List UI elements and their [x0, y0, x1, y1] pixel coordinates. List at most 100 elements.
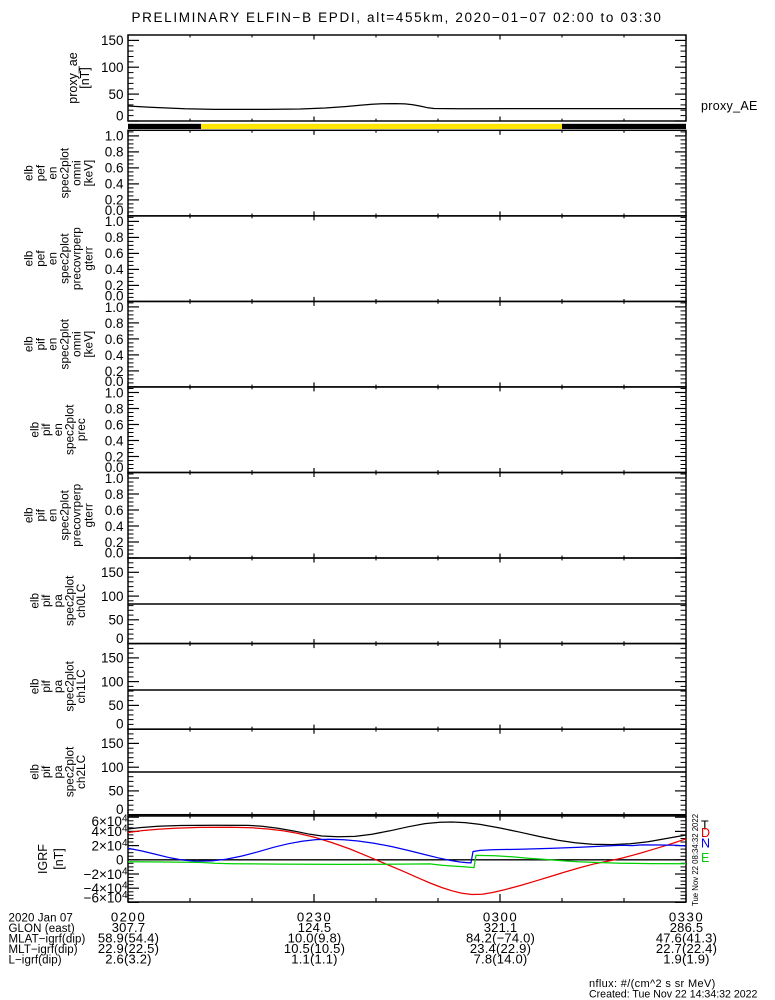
svg-text:0.0: 0.0	[105, 374, 124, 389]
svg-text:nflux: #/(cm^2 s sr MeV): nflux: #/(cm^2 s sr MeV)	[589, 978, 716, 990]
svg-text:T: T	[701, 819, 709, 833]
svg-text:pef: pef	[34, 250, 48, 267]
svg-text:0.0: 0.0	[105, 289, 124, 304]
svg-text:2×104: 2×104	[92, 838, 128, 854]
svg-text:4×104: 4×104	[92, 824, 128, 840]
svg-text:pif: pif	[39, 594, 53, 607]
svg-text:gterr: gterr	[82, 246, 96, 270]
svg-text:[nT]: [nT]	[52, 848, 66, 870]
svg-text:elb: elb	[28, 592, 42, 608]
svg-text:0.4: 0.4	[105, 433, 124, 448]
svg-text:10.0(9.8): 10.0(9.8)	[288, 931, 342, 946]
svg-text:MLT−igrf(dip): MLT−igrf(dip)	[9, 944, 78, 956]
svg-text:0.4: 0.4	[105, 519, 124, 534]
svg-text:1.1(1.1): 1.1(1.1)	[291, 952, 337, 967]
svg-text:en: en	[46, 509, 60, 522]
svg-text:pif: pif	[34, 337, 48, 350]
svg-text:pif: pif	[39, 423, 53, 436]
svg-text:1.9(1.9): 1.9(1.9)	[663, 952, 709, 967]
svg-text:pa: pa	[51, 765, 65, 779]
svg-text:PRELIMINARY ELFIN−B EPDI, alt=: PRELIMINARY ELFIN−B EPDI, alt=455km, 202…	[131, 10, 662, 25]
svg-text:0230: 0230	[297, 910, 332, 925]
svg-text:0.6: 0.6	[105, 417, 124, 432]
svg-text:ch1LC: ch1LC	[74, 669, 88, 704]
svg-text:0300: 0300	[483, 910, 518, 925]
svg-text:100: 100	[101, 589, 124, 604]
svg-text:0.2: 0.2	[105, 278, 124, 293]
svg-text:1.0: 1.0	[105, 300, 124, 315]
svg-text:50: 50	[108, 698, 123, 713]
svg-text:proxy_AE: proxy_AE	[701, 99, 758, 113]
svg-text:23.4(22.9): 23.4(22.9)	[470, 941, 531, 956]
svg-text:22.9(22.5): 22.9(22.5)	[98, 941, 159, 956]
svg-text:elb: elb	[28, 764, 42, 780]
svg-text:0200: 0200	[111, 910, 146, 925]
svg-text:elb: elb	[22, 165, 36, 181]
svg-text:50: 50	[108, 784, 123, 799]
svg-text:ch2LC: ch2LC	[74, 754, 88, 789]
svg-text:0: 0	[116, 802, 124, 817]
svg-text:GLON (east): GLON (east)	[9, 923, 75, 935]
svg-text:0.0: 0.0	[105, 203, 124, 218]
svg-text:elb: elb	[22, 507, 36, 523]
svg-text:150: 150	[101, 565, 124, 580]
svg-text:7.8(14.0): 7.8(14.0)	[474, 952, 528, 967]
svg-text:0.6: 0.6	[105, 246, 124, 261]
svg-text:22.7(22.4): 22.7(22.4)	[656, 941, 717, 956]
svg-text:6×104: 6×104	[92, 813, 128, 829]
svg-text:[nT]: [nT]	[78, 67, 92, 89]
svg-text:1.0: 1.0	[105, 214, 124, 229]
svg-text:pif: pif	[39, 765, 53, 778]
svg-text:100: 100	[101, 674, 124, 689]
svg-text:0: 0	[116, 631, 124, 646]
svg-text:0.4: 0.4	[105, 262, 124, 277]
svg-text:2.6(3.2): 2.6(3.2)	[105, 952, 151, 967]
svg-text:elb: elb	[22, 250, 36, 266]
svg-text:0: 0	[116, 853, 124, 868]
svg-text:0.6: 0.6	[105, 161, 124, 176]
svg-text:47.6(41.3): 47.6(41.3)	[656, 931, 717, 946]
svg-text:0.8: 0.8	[105, 230, 124, 245]
svg-text:−2×104: −2×104	[84, 866, 128, 882]
svg-text:0.8: 0.8	[105, 316, 124, 331]
svg-text:124.5: 124.5	[298, 920, 332, 935]
svg-text:en: en	[46, 252, 60, 265]
svg-text:spec2plot: spec2plot	[58, 233, 72, 284]
svg-text:1.0: 1.0	[105, 471, 124, 486]
svg-text:0.2: 0.2	[105, 193, 124, 208]
svg-text:N: N	[701, 837, 710, 851]
svg-text:precovrperp: precovrperp	[70, 227, 84, 290]
svg-text:omni: omni	[70, 331, 84, 357]
svg-text:spec2plot: spec2plot	[58, 147, 72, 198]
svg-text:0.0: 0.0	[105, 460, 124, 475]
svg-text:E: E	[701, 851, 709, 865]
svg-text:0.4: 0.4	[105, 177, 124, 192]
svg-text:en: en	[46, 167, 60, 180]
svg-text:0: 0	[116, 716, 124, 731]
svg-text:gterr: gterr	[82, 503, 96, 527]
svg-text:50: 50	[108, 87, 123, 102]
svg-text:[keV]: [keV]	[82, 331, 96, 358]
svg-text:1.0: 1.0	[105, 129, 124, 144]
svg-text:0.2: 0.2	[105, 535, 124, 550]
svg-text:0.8: 0.8	[105, 487, 124, 502]
svg-text:150: 150	[101, 736, 124, 751]
svg-text:−4×104: −4×104	[84, 881, 128, 897]
svg-text:en: en	[46, 338, 60, 351]
svg-text:1.0: 1.0	[105, 385, 124, 400]
svg-text:0.4: 0.4	[105, 348, 124, 363]
svg-text:en: en	[51, 423, 65, 436]
svg-text:10.5(10.5): 10.5(10.5)	[284, 941, 345, 956]
svg-text:100: 100	[101, 760, 124, 775]
svg-text:50: 50	[108, 613, 123, 628]
svg-text:321.1: 321.1	[484, 920, 518, 935]
svg-text:spec2plot: spec2plot	[58, 318, 72, 369]
svg-text:pa: pa	[51, 679, 65, 693]
svg-text:MLAT−igrf(dip): MLAT−igrf(dip)	[9, 934, 86, 946]
svg-text:−6×104: −6×104	[84, 890, 128, 906]
svg-text:elb: elb	[28, 678, 42, 694]
svg-text:IGRF: IGRF	[36, 844, 50, 874]
svg-text:spec2plot: spec2plot	[62, 746, 76, 797]
svg-text:0.0: 0.0	[105, 545, 124, 560]
svg-text:elb: elb	[22, 336, 36, 352]
